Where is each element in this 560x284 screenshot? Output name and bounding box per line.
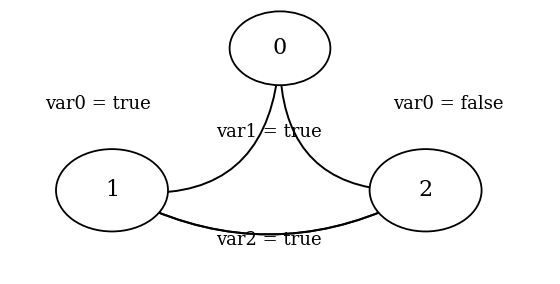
Text: var2 = true: var2 = true [216,231,321,249]
Ellipse shape [56,149,168,231]
Text: var0 = false: var0 = false [394,95,504,113]
Text: var1 = true: var1 = true [216,123,321,141]
Text: 0: 0 [273,37,287,59]
Ellipse shape [230,11,330,85]
Text: var0 = true: var0 = true [45,95,151,113]
Text: 2: 2 [418,179,433,201]
Text: 1: 1 [105,179,119,201]
Ellipse shape [370,149,482,231]
